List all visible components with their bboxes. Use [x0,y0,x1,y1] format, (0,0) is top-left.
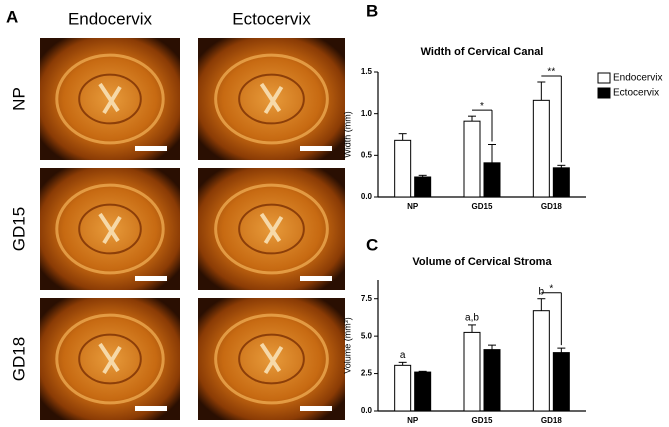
bar [552,167,570,198]
bar [394,139,412,198]
mri-image [198,168,345,290]
group-letter: a [400,350,406,361]
y-tick-label: 1.5 [361,67,373,76]
x-tick-label: NP [407,416,419,425]
canal [98,82,122,115]
canal [98,342,122,375]
tissue-ring [214,313,329,405]
column-label: Ectocervix [232,9,311,28]
mri-image [40,38,180,160]
tissue-ring [55,53,165,145]
tissue-ring [214,183,329,275]
y-tick-label: 1.0 [361,109,373,118]
tissue-ring [78,203,142,255]
tissue-ring [55,183,165,275]
bar [552,352,570,412]
bar [463,120,481,198]
x-tick-label: NP [407,202,419,211]
mri-image [198,38,345,160]
tissue-ring [78,73,142,125]
scale-bar [135,276,167,281]
canal [259,342,284,375]
bar [463,331,481,412]
mri-image [40,298,180,420]
scale-bar [300,406,332,411]
tissue-ring [78,333,142,385]
tissue-ring [55,313,165,405]
bar [483,349,501,412]
y-tick-label: 0.0 [361,192,373,201]
y-axis-label: Volume (mm³) [342,317,352,374]
panel-label: B [366,1,378,20]
canal [259,82,284,115]
bar [532,310,550,412]
tissue-ring [238,333,305,385]
mri-image [198,298,345,420]
significance-mark: * [549,283,553,294]
mri-image [40,168,180,290]
tissue-ring [214,53,329,145]
significance-mark: ** [547,67,555,78]
legend-swatch [597,87,611,99]
group-letter: b [539,286,545,297]
legend-label: Endocervix [613,73,662,84]
y-axis-label: Width (mm) [342,111,352,158]
scale-bar [135,146,167,151]
x-tick-label: GD18 [541,416,562,425]
bar [483,162,501,198]
row-label: NP [9,87,28,111]
row-label: GD15 [9,207,28,251]
y-tick-label: 2.5 [361,369,373,378]
y-tick-label: 0.0 [361,406,373,415]
y-tick-label: 7.5 [361,294,373,303]
bar [414,371,432,412]
x-tick-label: GD18 [541,202,562,211]
scale-bar [300,146,332,151]
tissue-ring [238,73,305,125]
scale-bar [300,276,332,281]
panel-label: A [6,7,18,26]
bar [394,364,412,412]
chart-title: Volume of Cervical Stroma [412,256,552,268]
legend-swatch [597,72,611,84]
group-letter: a,b [465,313,479,324]
significance-mark: * [480,101,484,112]
canal [98,212,122,245]
y-tick-label: 5.0 [361,331,373,340]
bar [532,99,550,198]
row-label: GD18 [9,337,28,381]
panel-label: C [366,235,378,254]
scale-bar [135,406,167,411]
y-tick-label: 0.5 [361,150,373,159]
canal [259,212,284,245]
x-tick-label: GD15 [472,416,493,425]
legend-label: Ectocervix [613,88,659,99]
chart-title: Width of Cervical Canal [421,46,544,58]
column-label: Endocervix [68,9,153,28]
tissue-ring [238,203,305,255]
x-tick-label: GD15 [472,202,493,211]
bar [414,176,432,198]
